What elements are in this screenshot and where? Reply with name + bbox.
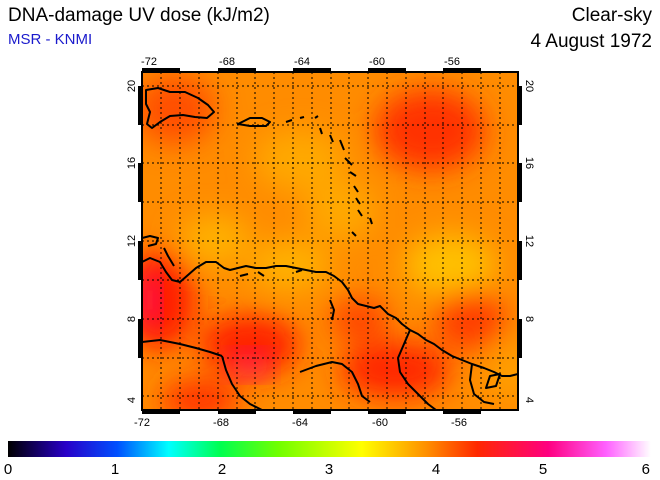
colorbar-label: 3 bbox=[325, 461, 333, 478]
north-cape-coast bbox=[142, 235, 159, 247]
lesser-antilles-coast bbox=[319, 127, 373, 237]
lon-label-bottom: -72 bbox=[134, 417, 150, 429]
hispaniola-coast bbox=[145, 87, 215, 129]
lat-label-left: 20 bbox=[126, 80, 138, 92]
lon-label-bottom: -68 bbox=[213, 417, 229, 429]
lat-label-right: 8 bbox=[523, 316, 535, 322]
coastlines bbox=[142, 87, 518, 410]
colorbar-label: 1 bbox=[111, 461, 119, 478]
colorbar-label: 2 bbox=[218, 461, 226, 478]
graticule bbox=[142, 72, 518, 410]
lon-label-top: -72 bbox=[141, 56, 157, 68]
mainland-coast-detail bbox=[329, 299, 335, 321]
aruba-bonaire-coast bbox=[239, 269, 303, 277]
colorbar-label: 5 bbox=[539, 461, 547, 478]
lat-label-right: 12 bbox=[523, 235, 535, 247]
lat-label-left: 8 bbox=[126, 316, 138, 322]
maracaibo-coast bbox=[163, 247, 175, 267]
inland-border-far-east bbox=[469, 363, 495, 405]
virgin-islands-coast bbox=[285, 115, 319, 123]
lat-label-left: 4 bbox=[126, 397, 138, 403]
colorbar-label: 0 bbox=[4, 461, 12, 478]
lon-label-top: -68 bbox=[219, 56, 235, 68]
inland-border-east bbox=[397, 329, 437, 410]
lat-label-left: 12 bbox=[126, 235, 138, 247]
island-east bbox=[485, 373, 501, 389]
inland-border-south bbox=[221, 355, 263, 410]
south-american-coast bbox=[142, 257, 518, 377]
lon-label-top: -64 bbox=[294, 56, 310, 68]
dose-field bbox=[142, 72, 518, 410]
data-source-label: MSR - KNMI bbox=[8, 31, 93, 48]
inland-border-central bbox=[299, 361, 371, 403]
colorbar-label: 4 bbox=[432, 461, 440, 478]
lat-label-right: 16 bbox=[523, 157, 535, 169]
lon-label-bottom: -64 bbox=[292, 417, 308, 429]
map-title: DNA-damage UV dose (kJ/m2) bbox=[8, 5, 270, 26]
lat-label-right: 4 bbox=[523, 397, 535, 403]
colorbar bbox=[8, 441, 651, 457]
inland-border-west bbox=[142, 339, 223, 357]
lon-label-bottom: -60 bbox=[372, 417, 388, 429]
sky-condition-label: Clear-sky bbox=[571, 5, 652, 26]
lon-label-top: -60 bbox=[369, 56, 385, 68]
lon-label-bottom: -56 bbox=[451, 417, 467, 429]
map-frame bbox=[138, 68, 522, 414]
colorbar-label: 6 bbox=[642, 461, 650, 478]
date-label: 4 August 1972 bbox=[530, 31, 653, 52]
puerto-rico-coast bbox=[237, 117, 271, 127]
lat-label-right: 20 bbox=[523, 80, 535, 92]
lon-label-top: -56 bbox=[444, 56, 460, 68]
lat-label-left: 16 bbox=[126, 157, 138, 169]
